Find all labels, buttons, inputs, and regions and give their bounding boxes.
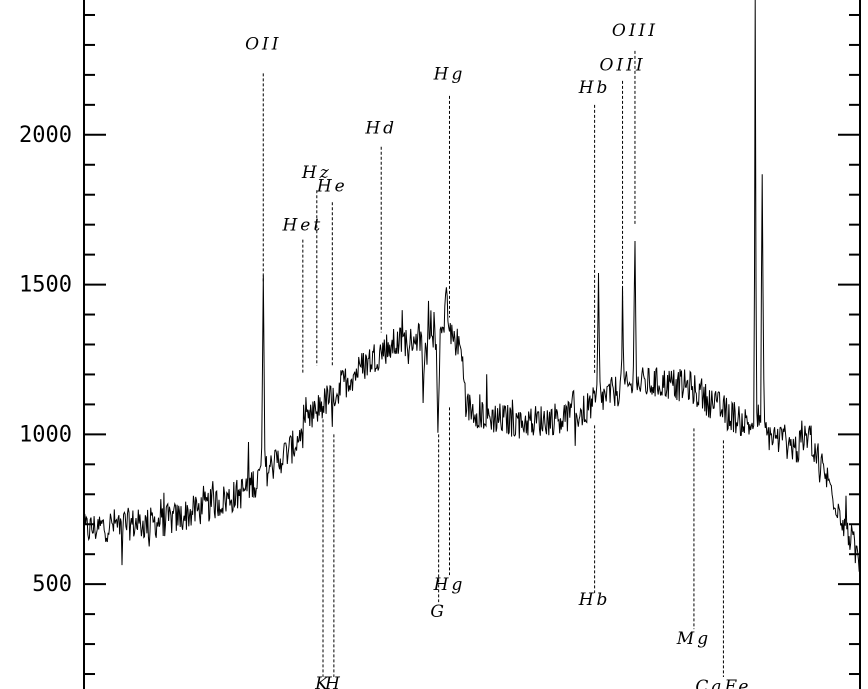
- y-ticks: [84, 13, 860, 676]
- y-tick-label: 500: [32, 572, 72, 597]
- y-tick-label: 2000: [19, 123, 72, 148]
- emission-line-label: Hb: [578, 78, 611, 98]
- emission-line-label: Hd: [364, 118, 397, 138]
- emission-line-label: OIII: [612, 21, 658, 41]
- line-markers: [262, 50, 724, 678]
- absorption-line-label: H: [324, 674, 343, 689]
- absorption-line-label: G: [430, 602, 447, 622]
- emission-line-label: He: [316, 177, 348, 197]
- absorption-line-label: CaFe: [695, 677, 751, 689]
- absorption-line-label: Hg: [433, 575, 466, 595]
- emission-line-label: OIII: [599, 55, 645, 75]
- absorption-line-label: Mg: [676, 629, 711, 649]
- y-tick-label: 1500: [19, 273, 72, 298]
- absorption-line-label: Hb: [578, 590, 611, 610]
- axes: [83, 0, 861, 689]
- spectrum: [83, 0, 861, 572]
- emission-line-label: Hg: [433, 64, 466, 84]
- emission-line-label: Hz: [301, 163, 332, 183]
- y-tick-labels: 500 1000 1500 2000: [19, 123, 72, 597]
- emission-line-label: OII: [245, 34, 281, 54]
- y-tick-label: 1000: [19, 422, 72, 447]
- spectrum-line: [83, 0, 861, 572]
- emission-line-label: Het: [281, 216, 323, 236]
- absorption-line-label: K: [314, 674, 331, 689]
